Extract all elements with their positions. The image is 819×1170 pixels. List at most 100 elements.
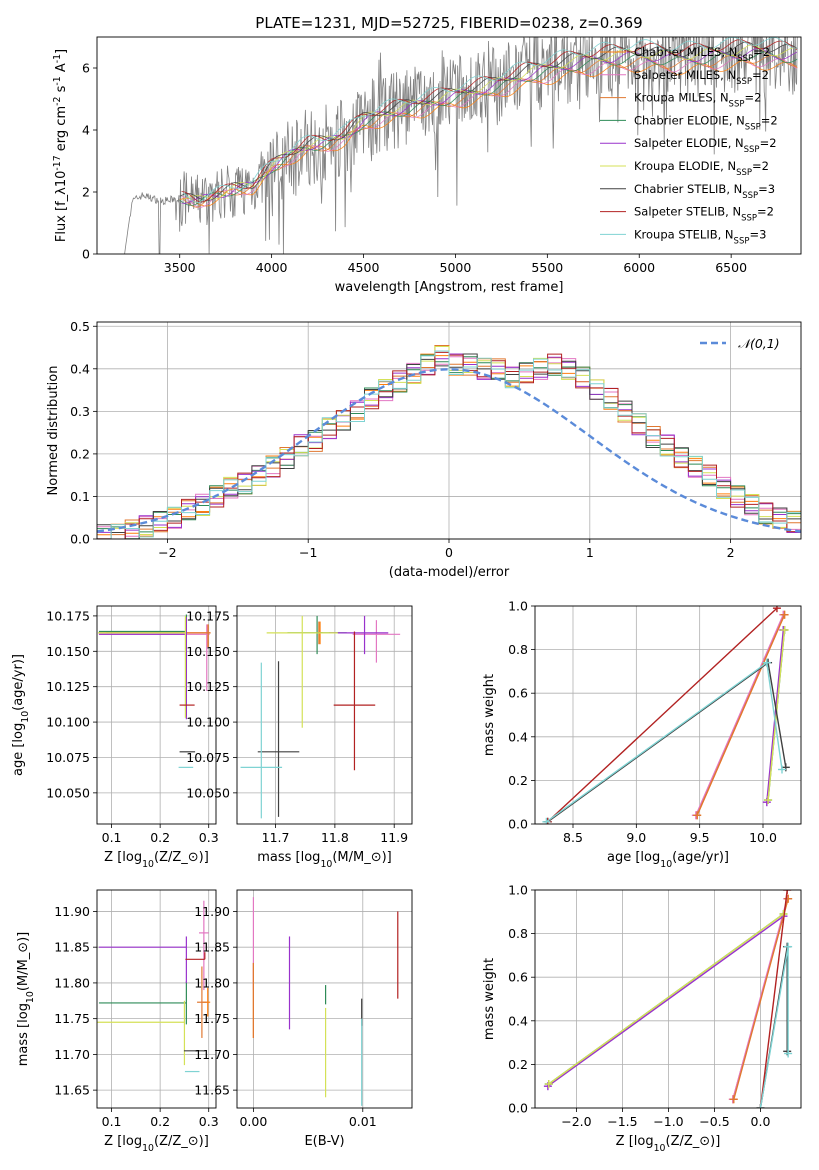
weight-series-kroupa-stelib	[756, 942, 793, 1108]
axes-mass-weight-vs-age: 8.5 9.0 9.5 10.0 0.0 0.2 0.4 0.6 0.8 1.0 age [log1…	[482, 599, 802, 870]
weight-line	[732, 898, 788, 1100]
legend-entry: Salpeter ELODIE, NSSP=2	[634, 136, 777, 155]
legend-entry: Kroupa MILES, NSSP=2	[634, 91, 761, 110]
x-tick-label: 1	[586, 545, 594, 560]
spectrum-model-kroupa-miles	[183, 54, 797, 208]
x-tick-label: 4500	[348, 260, 380, 275]
x-tick-label: 3500	[164, 260, 196, 275]
axes-frame	[96, 605, 217, 825]
x-tick-label: 11.7	[262, 830, 290, 845]
x-tick-label: 11.8	[321, 830, 349, 845]
x-tick-label: 0.01	[349, 1114, 377, 1129]
y-tick-label: 11.90	[54, 904, 90, 919]
errorbar-salpeter-elodie	[328, 615, 389, 655]
y-tick-label: 0	[82, 247, 90, 262]
y-tick-label: 0.6	[508, 970, 528, 985]
errorbar-chabrier-stelib	[257, 661, 300, 817]
frame-mass-weight-vs-age: 8.5 9.0 9.5 10.0 0.0 0.2 0.4 0.6 0.8 1.0 age [log1…	[482, 599, 802, 870]
y-tick-label: 0.6	[508, 686, 528, 701]
y-tick-label: 11.65	[194, 1083, 230, 1098]
y-tick-label: 0.1	[70, 489, 90, 504]
y-tick-label: 0.0	[508, 817, 528, 832]
axes-frame	[96, 889, 217, 1109]
x-tick-label: 8.5	[563, 830, 583, 845]
x-tick-label: 10.0	[749, 830, 777, 845]
weight-line	[733, 898, 789, 1100]
axes-mass-vs-ebv: 0.00 0.01 11.65 11.70 11.75 11.80 11.85 11.90 E(…	[194, 889, 413, 1149]
x-tick-label: 5500	[531, 260, 563, 275]
x-axis-label: (data-model)/error	[389, 565, 510, 580]
errorbar-kroupa-elodie	[266, 615, 338, 728]
legend-entry: Salpeter MILES, NSSP=2	[634, 68, 769, 87]
x-tick-label: 0.00	[239, 1114, 267, 1129]
frame-mass-vs-Z: 0.1 0.2 0.3 11.65 11.70 11.75 11.80 11.85 11.90 Z…	[16, 889, 219, 1154]
y-tick-label: 11.75	[194, 1011, 230, 1026]
spectrum-legend: Chabrier MILES, NSSP=2 Salpeter MILES, NS…	[600, 45, 778, 246]
axes-frame	[96, 36, 802, 255]
y-tick-label: 10.150	[186, 644, 230, 659]
histogram-step-kroupa-stelib	[97, 350, 801, 539]
plot-area-age-vs-mass	[240, 615, 401, 819]
weight-series-kroupa-stelib	[542, 658, 786, 824]
x-tick-label: 6000	[623, 260, 655, 275]
y-tick-label: 0.0	[508, 1101, 528, 1116]
y-axis-label: mass [log10(M/M_⊙)]	[16, 932, 36, 1067]
weight-line	[695, 614, 784, 816]
normal-curve	[97, 368, 801, 533]
x-tick-label: −2	[158, 545, 176, 560]
x-tick-label: 4000	[256, 260, 288, 275]
x-axis-label: mass [log10(M/M_⊙)]	[257, 850, 392, 870]
axes-frame	[236, 605, 413, 825]
y-tick-label: 0.4	[508, 1013, 528, 1028]
y-tick-label: 0.8	[508, 926, 528, 941]
y-tick-label: 10.050	[186, 785, 230, 800]
errorbar-salpeter-miles	[352, 620, 401, 663]
axes-mass-weight-vs-Z: −2.0 −1.5 −1.0 −0.5 0.0 0.0 0.2 0.4 0.6 0.8 1.0 Z […	[482, 883, 802, 1154]
weight-line	[547, 607, 778, 823]
y-tick-label: 0.5	[70, 319, 90, 334]
x-tick-label: 6500	[715, 260, 747, 275]
legend-entry: Salpeter STELIB, NSSP=2	[634, 205, 774, 224]
errorbar-salpeter-stelib	[333, 631, 376, 771]
spectrum-model-kroupa-elodie	[183, 44, 797, 201]
plot-area-mass-vs-ebv	[252, 897, 399, 1106]
spectrum-model-salpeter-elodie	[181, 48, 798, 204]
y-tick-label: 0.0	[70, 532, 90, 547]
y-tick-label: 11.90	[194, 904, 230, 919]
plot-area-mass-weight-vs-age	[542, 606, 790, 824]
spectrum-model-chabrier-elodie	[179, 51, 798, 206]
y-tick-label: 11.75	[54, 1011, 90, 1026]
plot-area-mass-vs-Z	[97, 900, 211, 1073]
y-tick-label: 1.0	[508, 883, 528, 898]
legend-entry: Chabrier ELODIE, NSSP=2	[634, 113, 778, 132]
x-axis-label: E(B-V)	[304, 1134, 344, 1149]
y-tick-label: 0.2	[508, 1057, 528, 1072]
x-tick-label: 0.3	[199, 830, 219, 845]
y-tick-label: 11.80	[194, 975, 230, 990]
plot-area-residuals	[97, 345, 801, 539]
errorbar-kroupa-elodie	[97, 1000, 186, 1066]
errorbar-kroupa-elodie	[97, 615, 186, 718]
plot-area-mass-weight-vs-Z	[543, 890, 793, 1108]
figure-title: PLATE=1231, MJD=52725, FIBERID=0238, z=0…	[255, 14, 642, 32]
errorbar-salpeter-miles	[199, 900, 209, 991]
x-axis-label: Z [log10(Z/Z_⊙)]	[104, 1134, 209, 1154]
legend-entry: Chabrier STELIB, NSSP=3	[634, 182, 775, 201]
y-axis-label: Normed distribution	[46, 366, 61, 496]
x-tick-label: 9.0	[626, 830, 646, 845]
axes-frame	[236, 889, 413, 1109]
x-tick-label: 9.5	[690, 830, 710, 845]
y-tick-label: 0.8	[508, 642, 528, 657]
weight-line	[548, 913, 784, 1085]
legend-entry: Kroupa ELODIE, NSSP=2	[634, 159, 769, 178]
x-axis-label: wavelength [Angstrom, rest frame]	[335, 280, 564, 295]
axes-frame	[534, 605, 802, 825]
x-tick-label: 11.9	[380, 830, 408, 845]
y-axis-label: age [log10(age/yr)]	[11, 654, 31, 776]
frame-mass-weight-vs-Z: −2.0 −1.5 −1.0 −0.5 0.0 0.0 0.2 0.4 0.6 0.8 1.0 Z […	[482, 883, 802, 1154]
y-tick-label: 10.125	[186, 679, 230, 694]
y-tick-label: 0.4	[508, 729, 528, 744]
y-tick-label: 11.65	[54, 1083, 90, 1098]
